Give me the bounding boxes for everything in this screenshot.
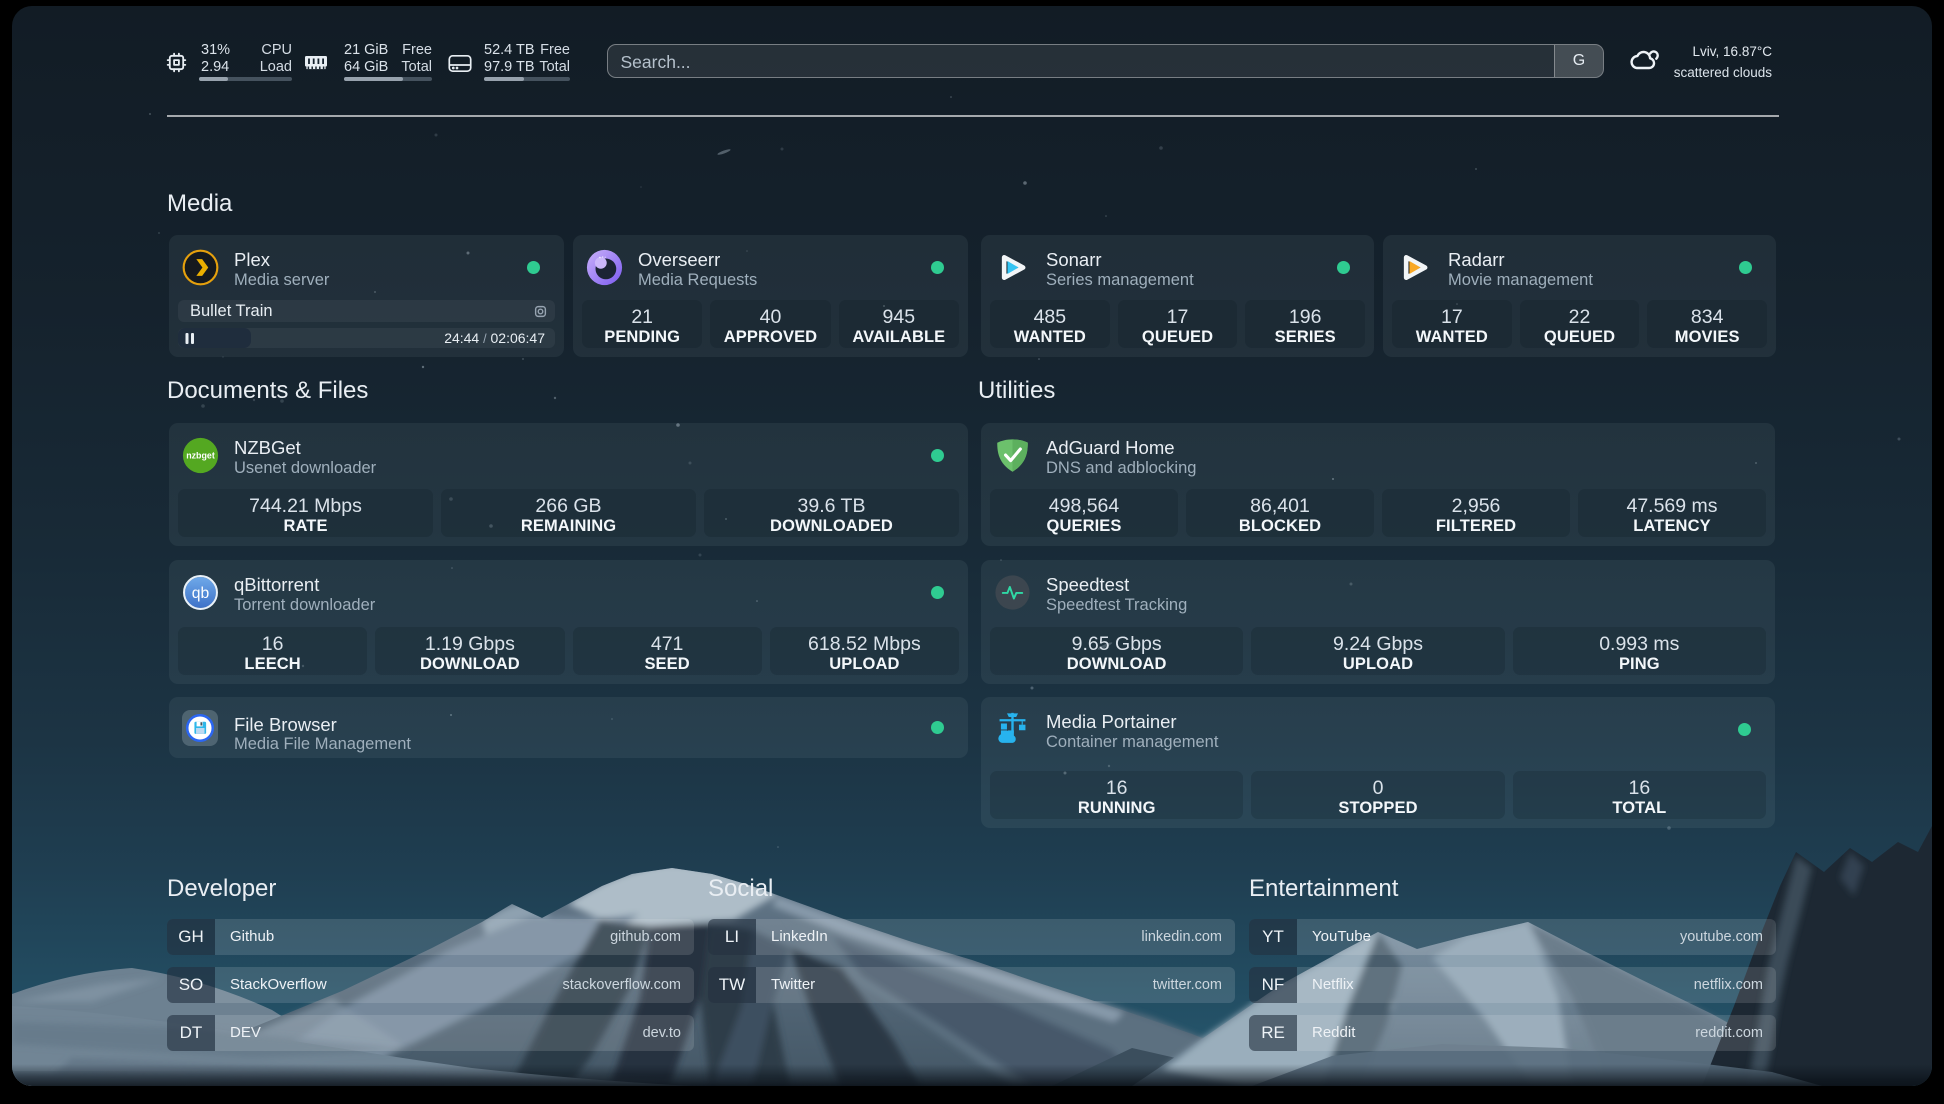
svg-text:nzbget: nzbget <box>186 451 215 461</box>
svg-text:qb: qb <box>192 585 210 602</box>
